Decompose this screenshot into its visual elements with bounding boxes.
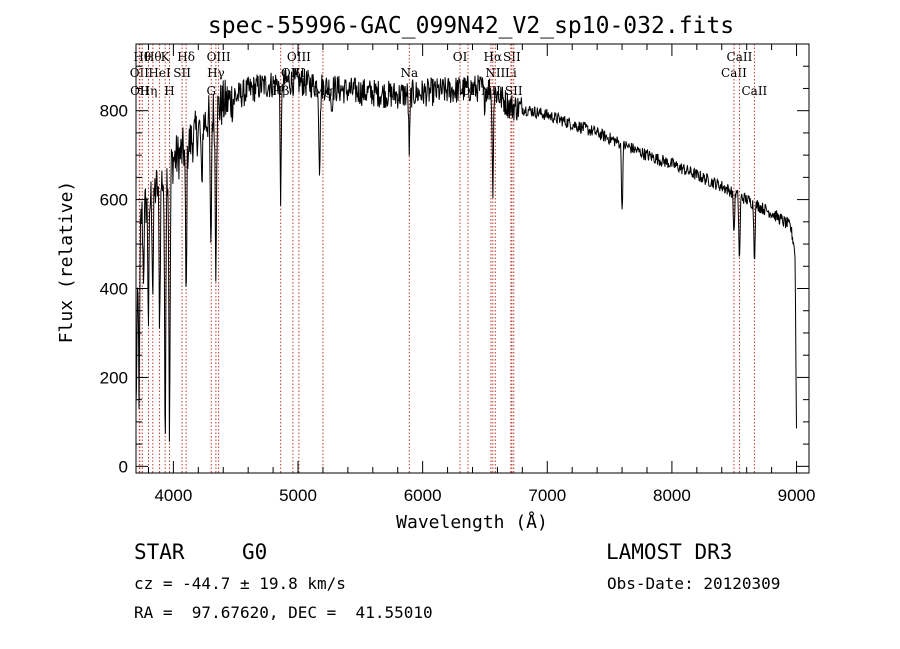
line-marker-label: OI	[453, 50, 468, 64]
line-marker-label: Hη	[140, 84, 158, 98]
spectrum-plot	[135, 68, 797, 442]
line-marker-label: OIII	[287, 50, 311, 64]
line-marker-label: CaII	[741, 84, 767, 98]
line-marker-label: SII	[173, 66, 191, 80]
line-marker-label: Hθ	[133, 50, 151, 64]
x-tick-label: 6000	[404, 486, 442, 505]
line-marker-label: Hθ	[144, 50, 162, 64]
object-class: STAR	[134, 540, 185, 564]
y-tick-label: 600	[100, 191, 128, 210]
line-marker-label: G	[206, 84, 216, 98]
coords-text: RA = 97.67620, DEC = 41.55010	[134, 603, 433, 622]
y-tick-label: 800	[100, 102, 128, 121]
line-marker-label: CaII	[721, 66, 747, 80]
x-tick-label: 5000	[279, 486, 317, 505]
redshift-text: cz = -44.7 ± 19.8 km/s	[134, 574, 346, 593]
line-marker-label: Hδ	[177, 50, 195, 64]
survey-label: LAMOST DR3	[606, 540, 733, 564]
object-subclass: G0	[242, 540, 268, 564]
line-marker-label: Li	[505, 66, 517, 80]
spectrum-line	[135, 68, 797, 442]
x-tick-label: 9000	[778, 486, 816, 505]
y-tick-label: 0	[119, 457, 128, 476]
line-marker-label: OII	[130, 84, 150, 98]
x-tick-label: 7000	[528, 486, 566, 505]
y-axis-label: Flux (relative)	[56, 181, 77, 344]
line-marker-label: OIII	[207, 50, 231, 64]
plot-frame	[135, 43, 810, 474]
x-tick-label: 8000	[653, 486, 691, 505]
axis-ticks: 4000 5000 6000 7000 8000 9000 0 200 400 600 800	[100, 44, 816, 505]
line-marker-label: Hα	[484, 50, 503, 64]
y-tick-label: 400	[100, 280, 128, 299]
chart-title: spec-55996-GAC_099N42_V2_sp10-032.fits	[208, 13, 734, 39]
obs-date-text: Obs-Date: 20120309	[607, 574, 781, 593]
y-tick-label: 200	[100, 368, 128, 387]
line-marker-label: HeI	[148, 66, 171, 80]
line-marker-label: H	[164, 84, 174, 98]
line-marker-label: Hγ	[207, 66, 225, 80]
line-marker-label: SII	[503, 50, 521, 64]
line-marker-label: K	[161, 50, 171, 64]
x-tick-label: 4000	[154, 486, 192, 505]
line-marker-label: NII	[485, 66, 505, 80]
line-marker-label: CaII	[727, 50, 753, 64]
line-marker-label: Na	[400, 66, 418, 80]
line-marker-label: Hβ	[272, 84, 289, 98]
line-marker-label: SII	[505, 84, 523, 98]
x-axis-label: Wavelength (Å)	[396, 511, 548, 533]
